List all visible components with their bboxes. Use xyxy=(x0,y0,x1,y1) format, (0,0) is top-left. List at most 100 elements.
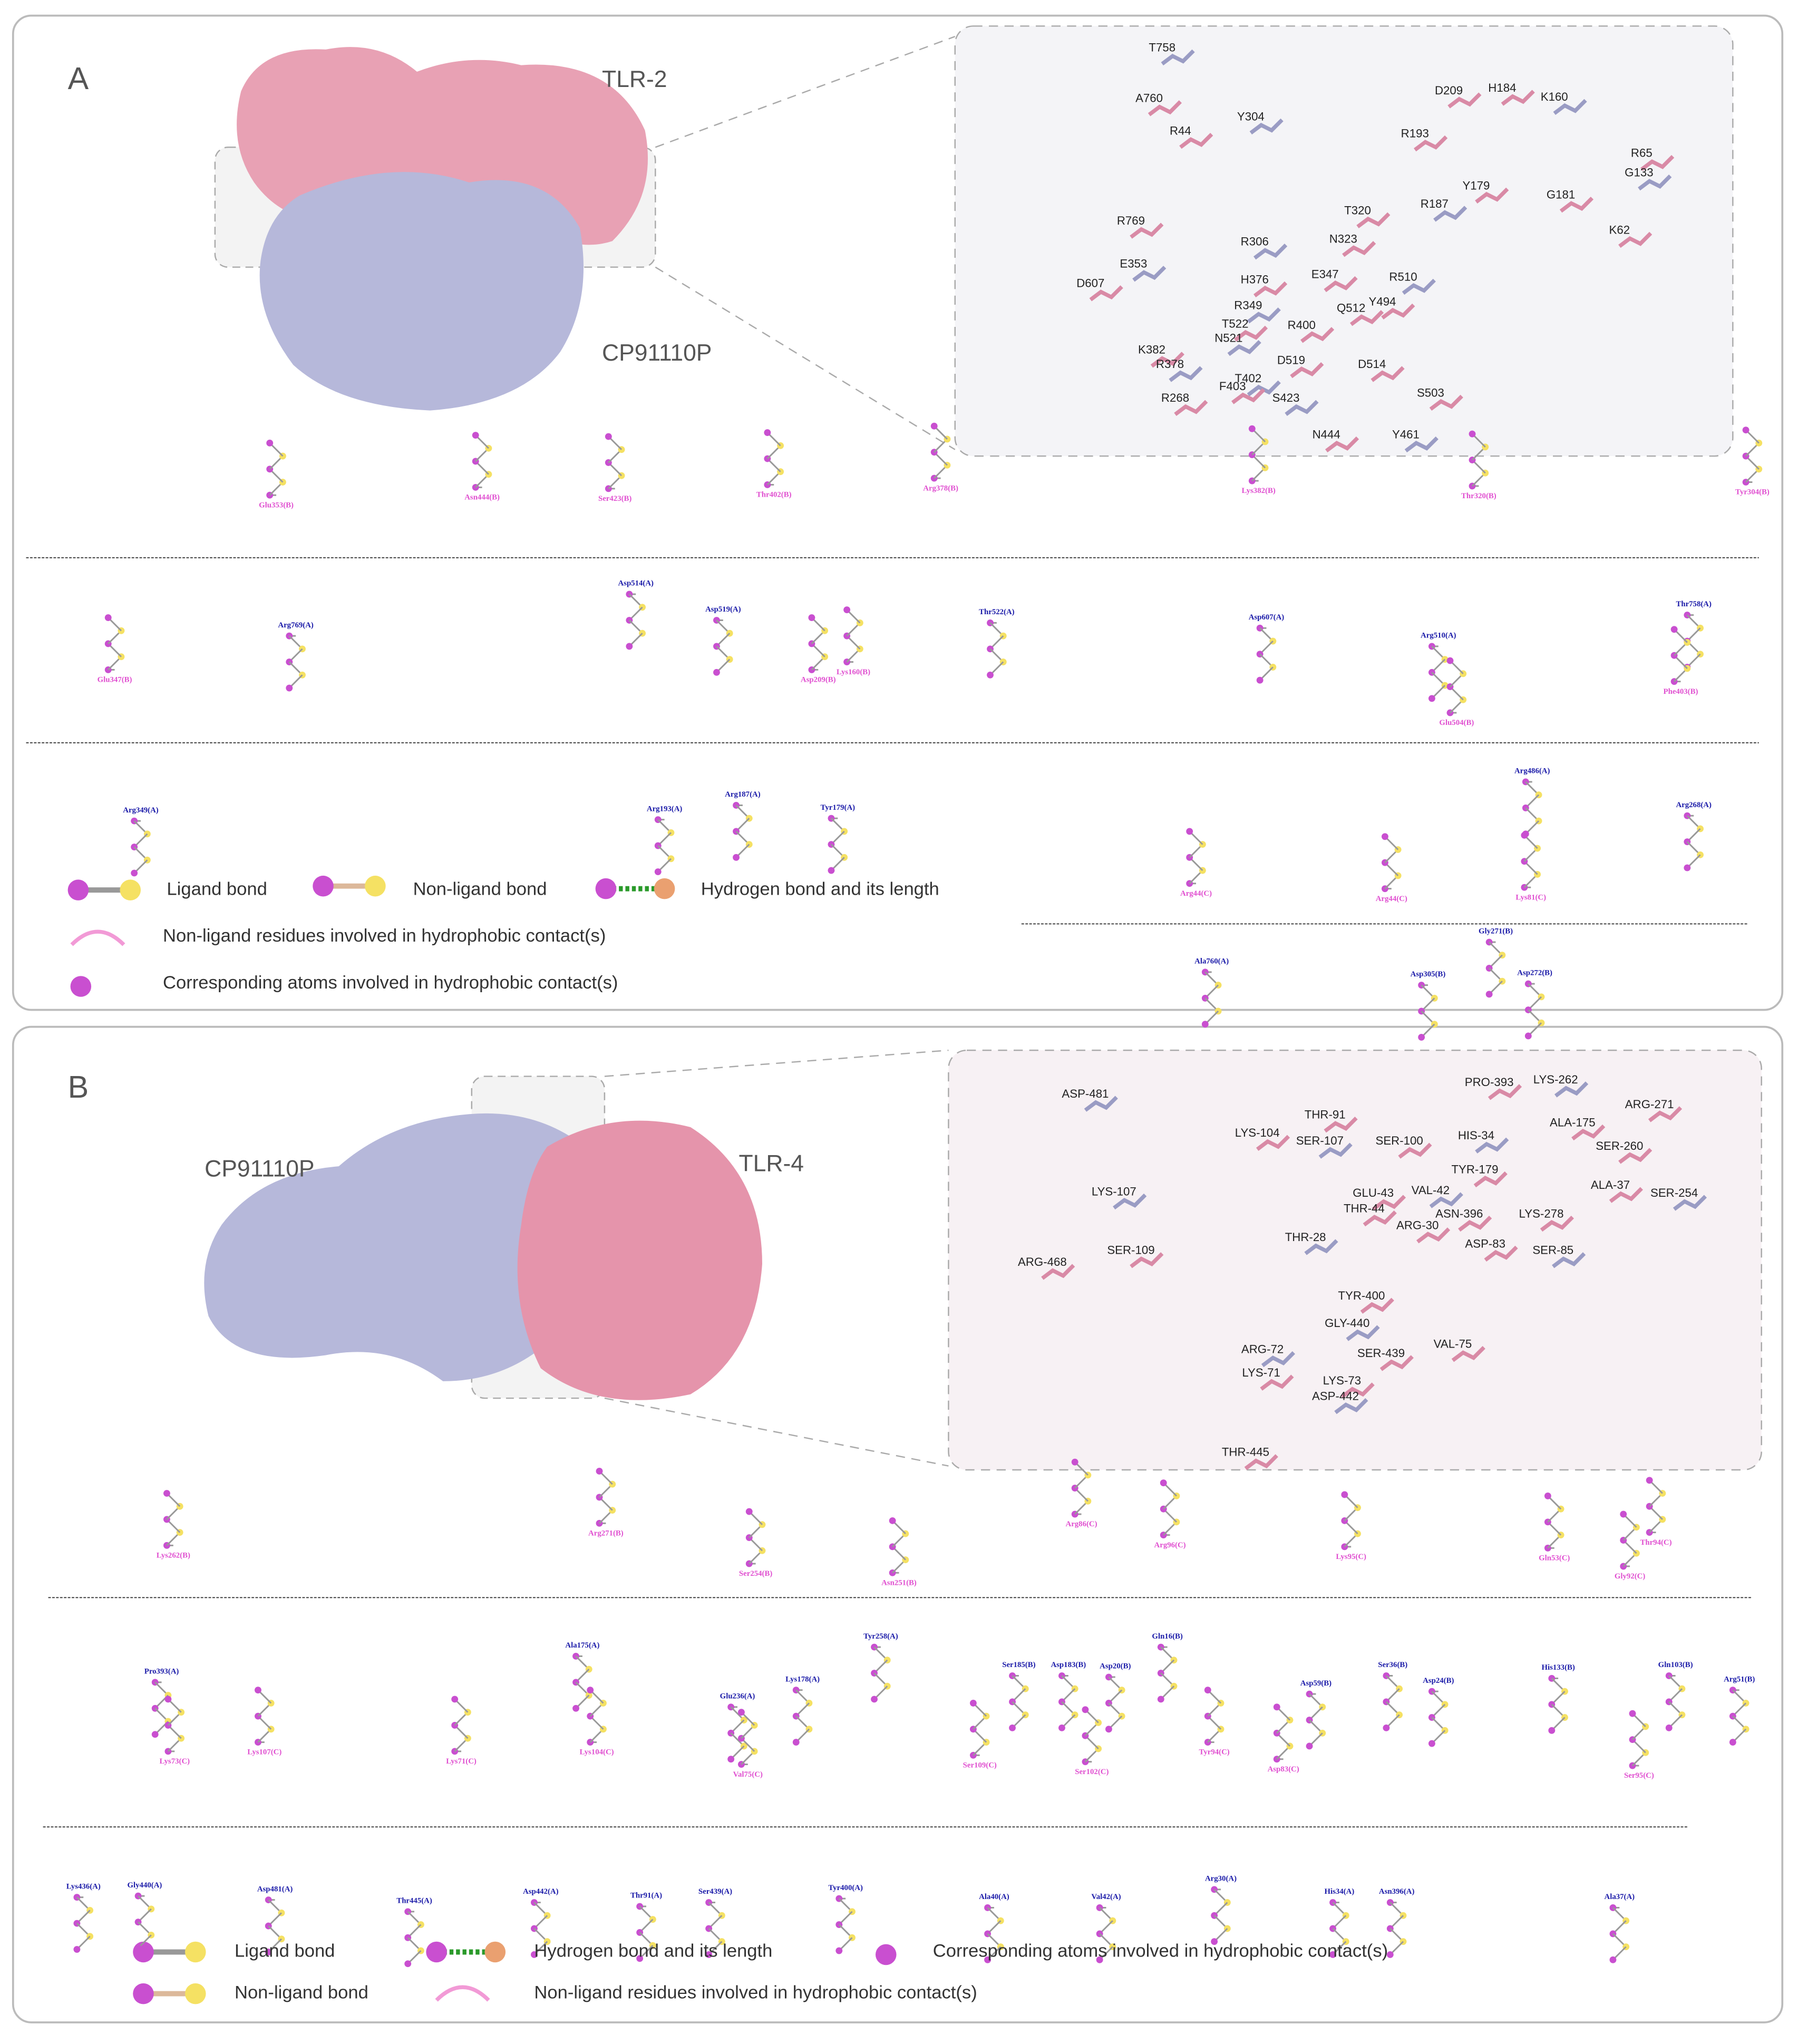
residue-label: LYS-107 xyxy=(1092,1185,1136,1198)
residue-stick xyxy=(1148,100,1182,117)
zoom-view xyxy=(954,25,1734,457)
residue-label: S423 xyxy=(1272,391,1300,404)
atom xyxy=(265,1949,272,1955)
residue-label: R268 xyxy=(1161,391,1189,404)
ligplot-residue: Glu353(B) xyxy=(259,501,294,509)
residue-label: F403 xyxy=(1219,380,1246,393)
atom xyxy=(587,1687,594,1694)
ligplot-residue: Asp607(A) xyxy=(1249,613,1285,622)
residue-stick xyxy=(1553,99,1587,115)
ligplot-residue: Asp59(B) xyxy=(1300,1679,1332,1688)
residue-label: T402 xyxy=(1235,372,1262,385)
residue-stick xyxy=(1402,278,1436,295)
residue-stick xyxy=(1041,1264,1075,1280)
residue-stick xyxy=(1379,1355,1414,1371)
atom xyxy=(1729,1739,1736,1746)
atom xyxy=(1157,1696,1164,1703)
ligplot-residue: Lys262(B) xyxy=(157,1552,190,1560)
atom xyxy=(654,868,662,875)
residue-label: R378 xyxy=(1156,357,1184,371)
atom xyxy=(792,1739,800,1746)
residue-stick xyxy=(1340,1382,1375,1399)
residue-stick xyxy=(1290,362,1324,379)
residue-stick xyxy=(1458,1215,1492,1232)
residue-label: THR-445 xyxy=(1222,1446,1269,1459)
residue-stick xyxy=(1089,285,1123,302)
atom xyxy=(1548,1727,1556,1734)
atom xyxy=(1469,430,1476,438)
ligplot-residue: Lys382(B) xyxy=(1242,487,1276,495)
residue-stick xyxy=(1381,303,1415,320)
residue-label: SER-85 xyxy=(1532,1244,1573,1257)
atom xyxy=(1204,1687,1211,1694)
residue-label: T758 xyxy=(1149,41,1175,54)
residue-stick xyxy=(1414,135,1448,152)
residue-label: D519 xyxy=(1277,354,1305,367)
ligplot-residue: Ser36(B) xyxy=(1378,1661,1407,1669)
residue-label: TYR-179 xyxy=(1451,1163,1498,1176)
legend-label: Ligand bond xyxy=(167,879,267,899)
atom xyxy=(1428,695,1435,702)
legend-label: Non-ligand residues involved in hydropho… xyxy=(534,1983,977,2003)
ligplot-residue: Asp183(B) xyxy=(1051,1661,1086,1669)
atom xyxy=(1646,1477,1653,1484)
residue-stick xyxy=(1540,1215,1574,1232)
ligand-name: CP91110P xyxy=(205,1156,314,1181)
atom xyxy=(828,867,835,874)
ligplot-residue: Arg268(A) xyxy=(1676,801,1712,809)
ligplot-residue: Thr91(A) xyxy=(630,1892,662,1900)
atom xyxy=(104,614,112,621)
ligplot-residue: Arg44(C) xyxy=(1376,895,1407,903)
atom xyxy=(572,1704,579,1712)
atom xyxy=(626,643,633,650)
atom xyxy=(871,1696,878,1703)
ligplot-residue: Gly92(C) xyxy=(1615,1572,1645,1581)
ligplot-residue: Pro393(A) xyxy=(144,1668,179,1676)
ligplot-residue: Ser109(C) xyxy=(963,1761,997,1769)
atom xyxy=(835,1947,843,1954)
residue-stick xyxy=(1618,1148,1653,1164)
residue-label: R187 xyxy=(1421,197,1449,210)
atom xyxy=(745,1508,753,1515)
ligplot-residue: Ser95(C) xyxy=(1624,1771,1654,1780)
residue-stick xyxy=(1260,1374,1294,1391)
residue-stick xyxy=(1324,1117,1358,1133)
residue-label: GLY-440 xyxy=(1325,1316,1369,1330)
legend-label: Non-ligand residues involved in hydropho… xyxy=(163,926,606,946)
residue-label: N323 xyxy=(1329,233,1357,246)
residue-label: D209 xyxy=(1435,84,1463,97)
zoom-line xyxy=(604,1049,949,1077)
ligplot-residue: Arg271(B) xyxy=(588,1529,624,1538)
atom xyxy=(1306,1742,1313,1750)
ligplot-residue: Asp519(A) xyxy=(705,605,741,614)
residue-label: SER-100 xyxy=(1375,1134,1423,1147)
ligplot-residue: Lys436(A) xyxy=(66,1882,101,1891)
residue-label: HIS-34 xyxy=(1458,1129,1494,1142)
atom xyxy=(705,1951,713,1958)
residue-stick xyxy=(1356,212,1391,229)
residue-stick xyxy=(1360,1297,1394,1314)
residue-label: ARG-72 xyxy=(1241,1342,1284,1355)
ligplot-residue: Arg193(A) xyxy=(647,805,683,813)
residue-label: SER-107 xyxy=(1296,1134,1344,1147)
ligplot-residue: Glu347(B) xyxy=(98,676,132,684)
residue-label: R65 xyxy=(1631,147,1653,160)
atom xyxy=(73,1946,81,1953)
residue-stick xyxy=(1261,1351,1296,1368)
panel-label: B xyxy=(68,1069,89,1105)
residue-label: ARG-271 xyxy=(1625,1098,1674,1111)
ligplot-residue: Ala40(A) xyxy=(979,1893,1009,1901)
atom xyxy=(1009,1724,1016,1731)
residue-stick xyxy=(1447,92,1482,109)
residue-stick xyxy=(1249,118,1284,135)
residue-label: R349 xyxy=(1234,299,1262,312)
atom xyxy=(1684,864,1691,871)
residue-label: N521 xyxy=(1214,331,1242,344)
residue-label: ASP-83 xyxy=(1465,1237,1505,1250)
residue-label: VAL-75 xyxy=(1434,1338,1472,1351)
residue-label: K62 xyxy=(1609,223,1630,236)
atom xyxy=(889,1517,896,1524)
atom xyxy=(1160,1479,1167,1487)
ligplot-residue: Gln16(B) xyxy=(1152,1632,1183,1641)
ligplot-residue: Asp83(C) xyxy=(1268,1765,1299,1774)
